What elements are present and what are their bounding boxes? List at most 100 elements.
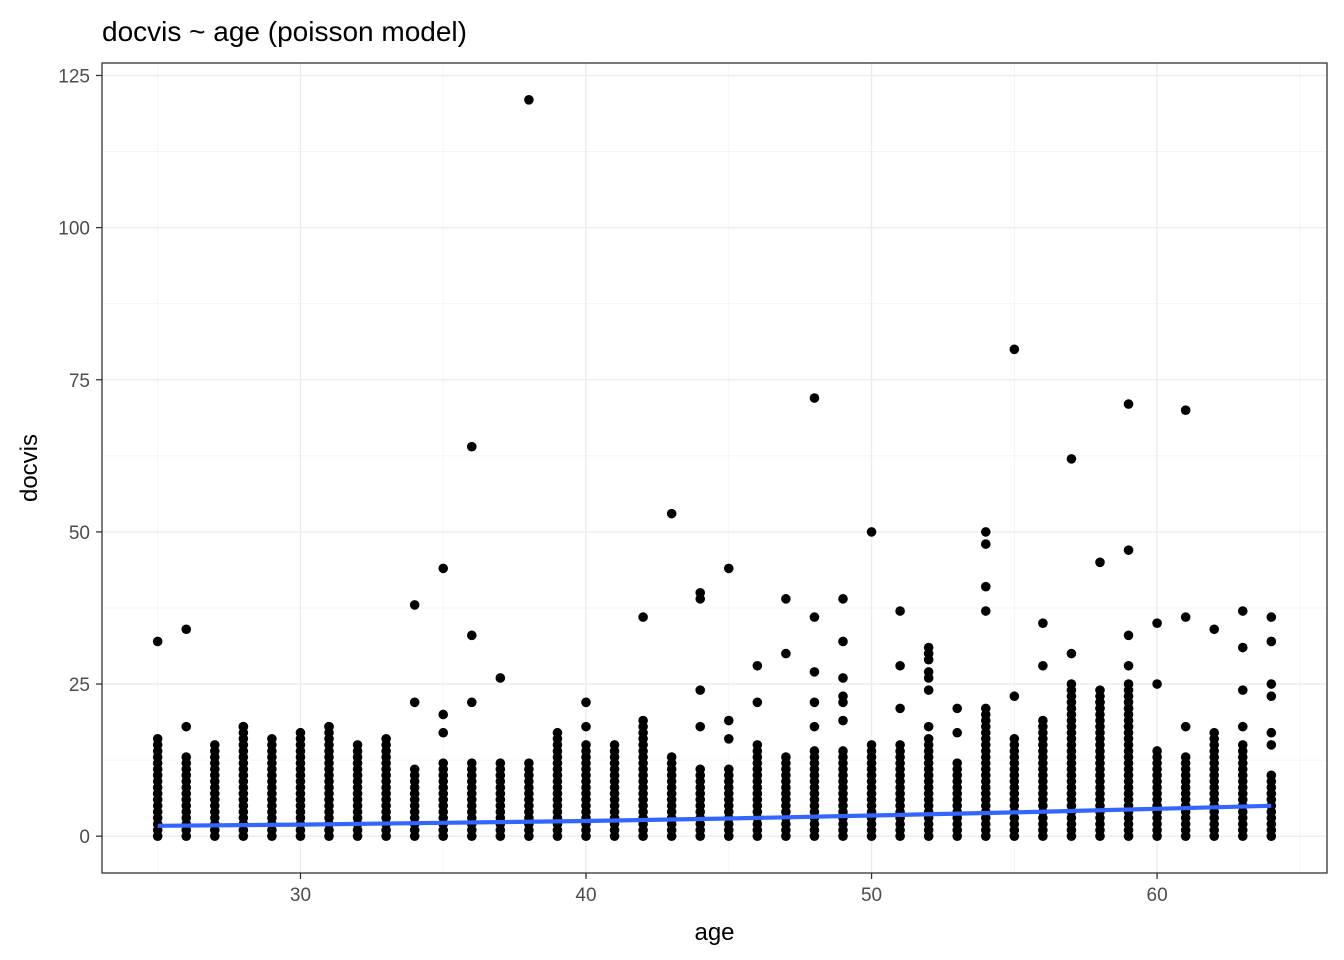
data-point	[1266, 740, 1277, 750]
data-point	[923, 734, 934, 744]
data-point	[1123, 660, 1134, 671]
data-point	[1066, 679, 1077, 689]
data-point	[1152, 679, 1162, 689]
data-point	[923, 721, 934, 732]
data-point	[381, 734, 391, 744]
data-point	[923, 673, 934, 683]
y-tick-label: 25	[69, 675, 90, 696]
data-point	[1180, 752, 1191, 762]
data-point	[952, 758, 963, 768]
data-point	[752, 660, 763, 671]
data-point	[409, 697, 420, 708]
data-point	[466, 630, 477, 641]
data-point	[838, 673, 848, 683]
data-point	[1038, 715, 1048, 726]
data-point	[1152, 618, 1162, 628]
data-point	[695, 764, 706, 775]
data-point	[1066, 454, 1077, 464]
data-point	[438, 709, 449, 720]
data-point	[1152, 746, 1162, 756]
data-point	[1009, 691, 1020, 702]
data-point	[723, 764, 734, 775]
data-point	[895, 703, 905, 714]
x-tick-label: 30	[290, 885, 311, 906]
data-point	[352, 740, 363, 750]
data-point	[238, 721, 249, 732]
data-point	[723, 715, 734, 726]
data-point	[581, 740, 591, 750]
data-point	[809, 393, 820, 403]
data-point	[1237, 740, 1248, 750]
data-point	[438, 727, 449, 738]
data-point	[838, 636, 848, 647]
data-point	[1180, 405, 1191, 415]
data-point	[1123, 679, 1134, 689]
data-point	[181, 721, 192, 732]
data-point	[581, 697, 591, 708]
data-point	[781, 594, 791, 604]
data-point	[1123, 399, 1134, 409]
x-tick-label: 50	[861, 885, 882, 906]
data-point	[1066, 648, 1077, 659]
poisson-fit-line	[157, 803, 1272, 828]
data-point	[809, 746, 820, 756]
data-point	[438, 563, 449, 574]
data-point	[838, 697, 848, 708]
data-point	[495, 673, 506, 683]
data-point	[923, 685, 934, 695]
data-point	[466, 758, 477, 768]
data-point	[666, 752, 677, 762]
data-point	[809, 721, 820, 732]
data-point	[1009, 734, 1020, 744]
data-point	[1266, 636, 1277, 647]
axes: 30 40 50 60 0 25 50 75 100 125	[58, 66, 1167, 906]
data-point	[552, 727, 563, 738]
data-point	[1209, 624, 1220, 635]
data-point	[1237, 606, 1248, 616]
data-point	[495, 758, 506, 768]
data-point	[1266, 679, 1277, 689]
data-point	[1038, 660, 1048, 671]
data-point	[695, 594, 706, 604]
data-point	[723, 734, 734, 744]
data-point	[895, 660, 905, 671]
data-point	[1180, 612, 1191, 622]
data-point	[781, 752, 791, 762]
data-point	[152, 734, 163, 744]
data-point	[1095, 557, 1105, 568]
data-point	[181, 624, 192, 635]
data-point	[524, 95, 534, 105]
data-point	[438, 758, 449, 768]
data-point	[695, 721, 706, 732]
data-point	[1266, 770, 1277, 781]
data-point	[752, 740, 763, 750]
data-point	[809, 667, 820, 677]
data-point	[209, 740, 220, 750]
data-point	[781, 648, 791, 659]
data-point	[409, 600, 420, 610]
data-point	[1095, 685, 1105, 695]
data-point	[1123, 630, 1134, 641]
y-tick-label: 50	[69, 523, 90, 544]
data-point	[581, 721, 591, 732]
fitted-curve	[157, 803, 1272, 828]
data-point	[152, 636, 163, 647]
data-point	[1237, 642, 1248, 653]
data-point	[324, 721, 334, 732]
data-point	[666, 508, 677, 519]
data-point	[181, 752, 192, 762]
data-point	[980, 527, 991, 537]
data-point	[1237, 721, 1248, 732]
data-point	[923, 654, 934, 665]
data-point	[1180, 721, 1191, 732]
data-point	[980, 703, 991, 714]
data-point	[1266, 727, 1277, 738]
data-point	[1237, 685, 1248, 695]
data-point	[638, 715, 648, 726]
data-point	[1123, 545, 1134, 555]
data-point	[638, 612, 648, 622]
x-axis-title: age	[694, 919, 734, 946]
data-point	[1266, 691, 1277, 702]
data-point	[980, 606, 991, 616]
